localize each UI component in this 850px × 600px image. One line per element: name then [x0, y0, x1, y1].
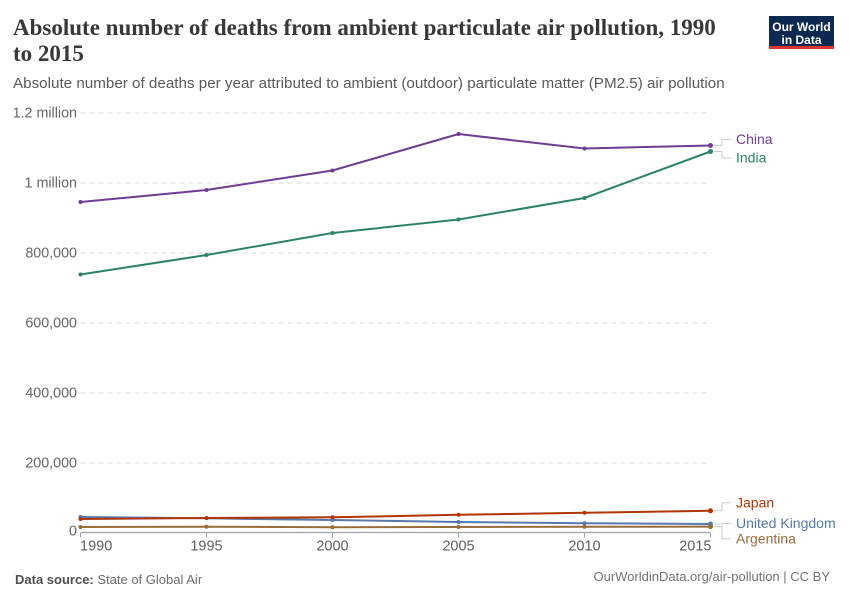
- svg-text:800,000: 800,000: [25, 246, 77, 262]
- svg-text:200,000: 200,000: [25, 456, 77, 472]
- svg-text:2000: 2000: [316, 539, 348, 555]
- svg-text:1990: 1990: [80, 539, 112, 555]
- svg-text:1995: 1995: [190, 539, 222, 555]
- svg-text:Argentina: Argentina: [736, 531, 796, 547]
- svg-text:United Kingdom: United Kingdom: [736, 515, 836, 531]
- svg-text:0: 0: [69, 524, 77, 540]
- svg-text:1 million: 1 million: [25, 176, 77, 192]
- svg-text:China: China: [736, 131, 773, 147]
- svg-text:Japan: Japan: [736, 495, 774, 511]
- svg-text:2015: 2015: [679, 539, 711, 555]
- svg-text:600,000: 600,000: [25, 316, 77, 332]
- svg-text:2010: 2010: [568, 539, 600, 555]
- svg-text:1.2 million: 1.2 million: [13, 106, 77, 122]
- svg-text:India: India: [736, 150, 767, 166]
- svg-text:2005: 2005: [442, 539, 474, 555]
- svg-text:400,000: 400,000: [25, 386, 77, 402]
